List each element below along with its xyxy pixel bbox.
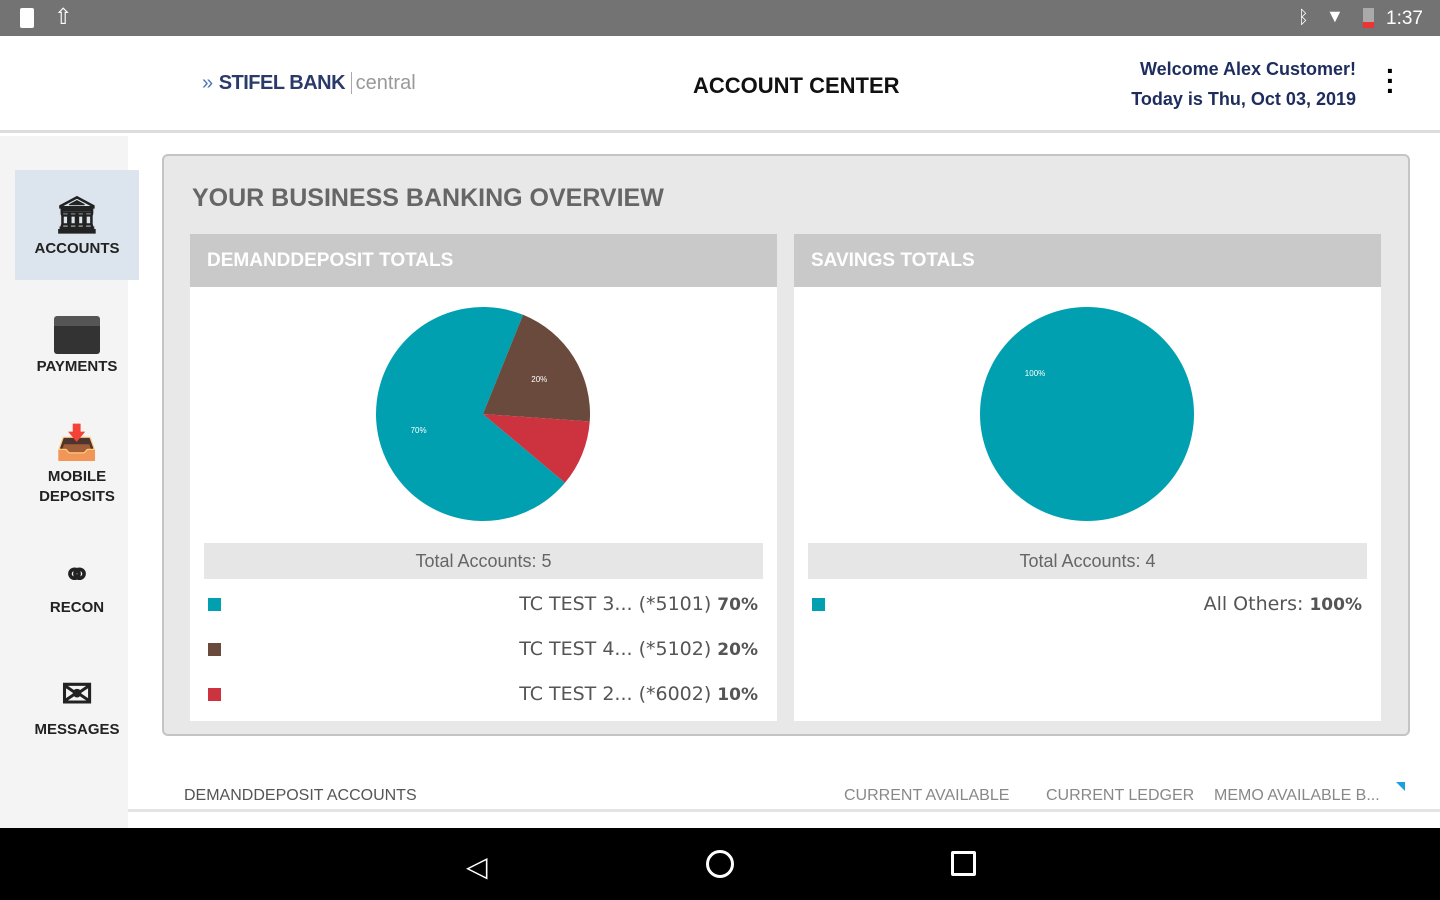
welcome-text: Welcome Alex Customer! bbox=[1139, 59, 1356, 79]
legend-percent: 20% bbox=[717, 640, 758, 660]
slice-label: 100% bbox=[1025, 369, 1045, 378]
card-title: SAVINGS TOTALS bbox=[794, 234, 1381, 287]
sidebar-item-messages[interactable]: ✉ MESSAGES bbox=[34, 674, 120, 738]
legend-account: All Others: bbox=[1203, 593, 1310, 615]
overflow-menu-button[interactable]: · · · bbox=[1386, 55, 1396, 106]
status-bar: ⇧ ᛒ ▼ 1:37 bbox=[0, 0, 1440, 36]
legend-item: TC TEST 3... (*5101) 70% bbox=[208, 593, 758, 617]
legend-text: TC TEST 3... (*5101) 70% bbox=[519, 593, 758, 615]
android-nav-bar: ◁ bbox=[0, 828, 1440, 900]
sidebar-item-payments[interactable]: PAYMENTS bbox=[15, 290, 139, 400]
recents-button[interactable] bbox=[951, 851, 976, 876]
column-memo-available[interactable]: MEMO AVAILABLE B... bbox=[1214, 787, 1380, 804]
column-current-ledger[interactable]: CURRENT LEDGER bbox=[1046, 787, 1195, 804]
pie-slice bbox=[376, 307, 565, 521]
home-button[interactable] bbox=[706, 850, 734, 878]
scroll-indicator-icon bbox=[1396, 782, 1405, 791]
pie-slice bbox=[483, 414, 590, 483]
legend-item: TC TEST 4... (*5102) 20% bbox=[208, 638, 758, 662]
sidebar-item-mobile-deposits[interactable]: 📥 MOBILE DEPOSITS bbox=[39, 424, 115, 505]
legend-account: TC TEST 2... (*6002) bbox=[519, 683, 718, 705]
slice-label: 20% bbox=[531, 375, 547, 384]
date-text: Today is Thu, Oct 03, 2019 bbox=[1131, 89, 1356, 109]
legend-text: TC TEST 2... (*6002) 10% bbox=[519, 683, 758, 705]
column-current-available[interactable]: CURRENT AVAILABLE bbox=[844, 787, 1010, 804]
binoculars-icon: ⚭ bbox=[62, 555, 92, 594]
download-tray-icon: 📥 bbox=[55, 424, 99, 462]
legend-percent: 70% bbox=[717, 595, 758, 615]
overview-title: YOUR BUSINESS BANKING OVERVIEW bbox=[192, 184, 664, 212]
legend-text: TC TEST 4... (*5102) 20% bbox=[519, 638, 758, 660]
savings-card: SAVINGS TOTALS 100% Total Accounts: 4 Al… bbox=[794, 234, 1381, 721]
sidebar-item-accounts[interactable]: 🏛 ACCOUNTS bbox=[15, 170, 139, 280]
app-header: » STIFEL BANK central ACCOUNT CENTER Wel… bbox=[0, 36, 1440, 133]
legend-item: TC TEST 2... (*6002) 10% bbox=[208, 683, 758, 707]
sim-icon bbox=[20, 8, 34, 28]
legend-percent: 10% bbox=[717, 685, 758, 705]
legend-swatch bbox=[812, 598, 825, 611]
back-button[interactable]: ◁ bbox=[466, 851, 488, 882]
card-title: DEMANDDEPOSIT TOTALS bbox=[190, 234, 777, 287]
savings-pie: 100% bbox=[980, 307, 1194, 521]
overview-panel: YOUR BUSINESS BANKING OVERVIEW DEMANDDEP… bbox=[162, 154, 1410, 736]
legend-text: All Others: 100% bbox=[1204, 593, 1362, 615]
logo: » STIFEL BANK central bbox=[202, 72, 416, 94]
page-title: ACCOUNT CENTER bbox=[693, 73, 900, 98]
sidebar-item-recon[interactable]: ⚭ RECON bbox=[49, 555, 105, 616]
bluetooth-icon: ᛒ bbox=[1298, 7, 1309, 27]
pie-slice bbox=[980, 307, 1194, 521]
demanddeposit-card: DEMANDDEPOSIT TOTALS 70% 20% Total Accoun… bbox=[190, 234, 777, 721]
sidebar: 🏛 ACCOUNTS PAYMENTS 📥 MOBILE DEPOSITS ⚭ REC… bbox=[0, 136, 139, 828]
envelope-icon: ✉ bbox=[61, 674, 93, 716]
battery-icon bbox=[1363, 8, 1374, 28]
demanddeposit-pie: 70% 20% bbox=[376, 307, 590, 521]
legend-item: All Others: 100% bbox=[812, 593, 1362, 617]
legend-swatch bbox=[208, 688, 221, 701]
legend-swatch bbox=[208, 598, 221, 611]
upload-icon: ⇧ bbox=[54, 4, 73, 29]
legend-account: TC TEST 3... (*5101) bbox=[519, 593, 718, 615]
clock: 1:37 bbox=[1386, 8, 1423, 29]
total-accounts: Total Accounts: 4 bbox=[808, 543, 1367, 579]
table-title: DEMANDDEPOSIT ACCOUNTS bbox=[184, 787, 417, 804]
total-accounts: Total Accounts: 5 bbox=[204, 543, 763, 579]
pie-slice bbox=[483, 314, 590, 422]
bank-icon: 🏛 bbox=[54, 193, 100, 235]
legend-swatch bbox=[208, 643, 221, 656]
cards-icon bbox=[54, 315, 100, 354]
legend-percent: 100% bbox=[1309, 595, 1362, 615]
legend-account: TC TEST 4... (*5102) bbox=[519, 638, 718, 660]
accounts-table-header: DEMANDDEPOSIT ACCOUNTS CURRENT AVAILABLE… bbox=[128, 776, 1440, 812]
wifi-icon: ▼ bbox=[1326, 6, 1344, 26]
slice-label: 70% bbox=[411, 426, 427, 435]
